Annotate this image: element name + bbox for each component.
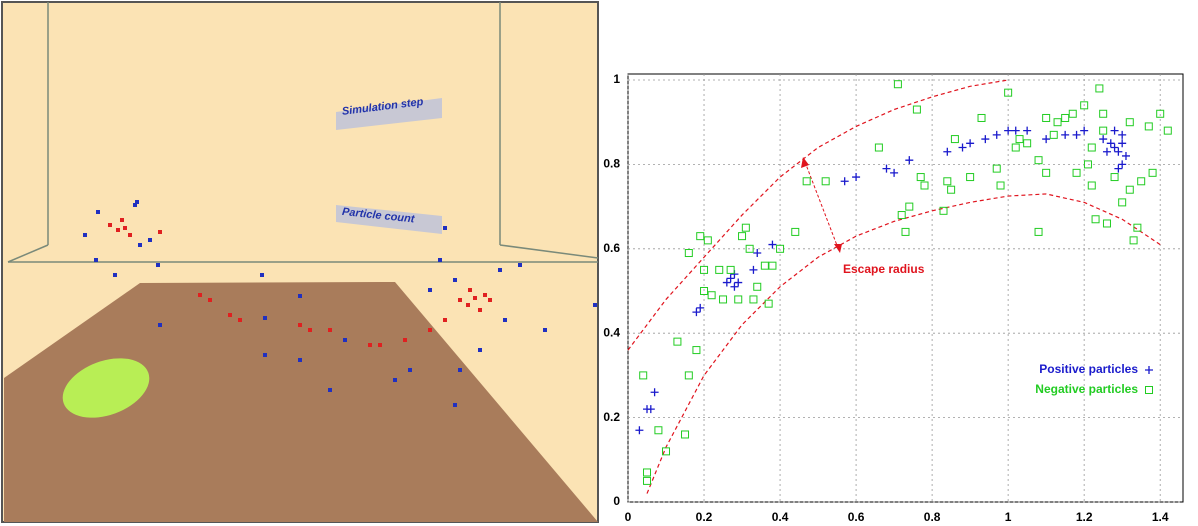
particle	[466, 303, 470, 307]
particle	[393, 378, 397, 382]
particle	[148, 238, 152, 242]
x-tick-label: 0.4	[772, 510, 789, 524]
particle	[113, 273, 117, 277]
particle	[498, 268, 502, 272]
particle	[478, 308, 482, 312]
x-tick-label: 1.4	[1152, 510, 1169, 524]
legend-label: Negative particles	[1035, 382, 1138, 396]
particle	[428, 288, 432, 292]
particle	[128, 233, 132, 237]
y-tick-label: 0.8	[603, 157, 620, 171]
particle	[156, 263, 160, 267]
y-tick-label: 1	[613, 72, 620, 86]
particle	[328, 328, 332, 332]
particle	[478, 348, 482, 352]
legend-label: Positive particles	[1039, 362, 1138, 376]
particle	[518, 263, 522, 267]
y-tick-label: 0.6	[603, 241, 620, 255]
particle	[108, 223, 112, 227]
x-tick-label: 0.8	[924, 510, 941, 524]
particle	[443, 318, 447, 322]
particle	[96, 210, 100, 214]
particle	[458, 298, 462, 302]
particle	[458, 368, 462, 372]
particle	[238, 318, 242, 322]
y-tick-label: 0	[613, 494, 620, 508]
particle	[468, 288, 472, 292]
particle	[263, 316, 267, 320]
particle	[408, 368, 412, 372]
particle	[403, 338, 407, 342]
plot-area	[628, 74, 1183, 502]
particle	[228, 313, 232, 317]
particle	[453, 403, 457, 407]
figure: Simulation step Particle count 0 0.2 0.4 0.…	[0, 0, 1198, 526]
particle	[298, 358, 302, 362]
x-tick-label: 0.6	[848, 510, 865, 524]
particle	[263, 353, 267, 357]
particle	[158, 323, 162, 327]
particle	[543, 328, 547, 332]
page: {"scene": {"labels": ["Simulation step",…	[0, 0, 1198, 526]
x-tick-label: 0	[625, 510, 632, 524]
x-tick-label: 0.2	[696, 510, 713, 524]
particle	[593, 303, 597, 307]
particle	[260, 273, 264, 277]
particle	[120, 218, 124, 222]
chart: 0 0.2 0.4 0.6 0.8 1 1.2 1.4 0 0.2 0.4 0.6 0.8 1 Escape…	[603, 72, 1183, 524]
y-tick-label: 0.2	[603, 410, 620, 424]
particle	[308, 328, 312, 332]
particle	[428, 328, 432, 332]
particle	[438, 258, 442, 262]
particle	[123, 226, 127, 230]
particle	[443, 226, 447, 230]
particle	[343, 338, 347, 342]
particle	[116, 228, 120, 232]
x-tick-label: 1.2	[1076, 510, 1093, 524]
particle	[135, 200, 139, 204]
particle	[138, 243, 142, 247]
particle	[473, 296, 477, 300]
particle	[198, 293, 202, 297]
particle	[503, 318, 507, 322]
y-tick-label: 0.4	[603, 325, 620, 339]
particle	[483, 293, 487, 297]
particle	[368, 343, 372, 347]
particle	[298, 294, 302, 298]
x-tick-label: 1	[1005, 510, 1012, 524]
particle	[298, 323, 302, 327]
particle	[328, 388, 332, 392]
particle	[453, 278, 457, 282]
particle	[488, 298, 492, 302]
particle	[83, 233, 87, 237]
particle	[378, 343, 382, 347]
particle	[94, 258, 98, 262]
annotation: Escape radius	[843, 262, 925, 276]
simulation-scene: Simulation step Particle count	[2, 2, 598, 522]
particle	[208, 298, 212, 302]
particle	[158, 230, 162, 234]
